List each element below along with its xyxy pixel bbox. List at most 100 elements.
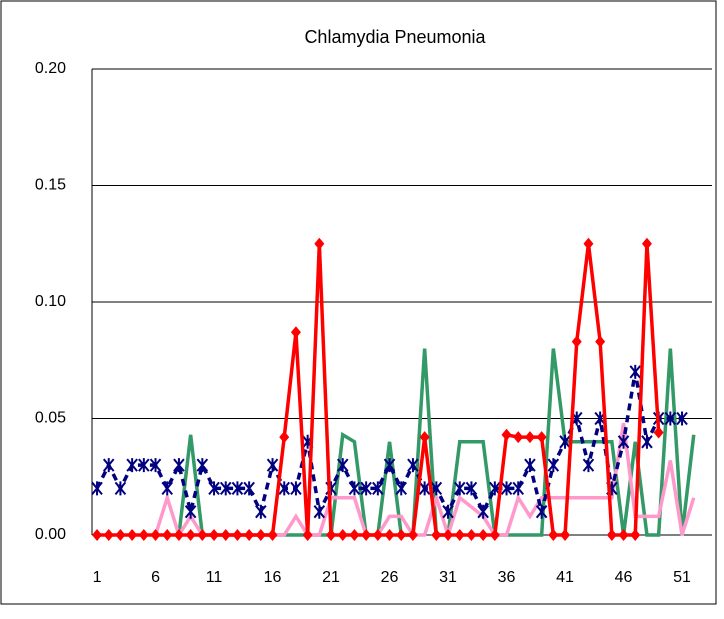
diamond-marker [138,529,149,541]
diamond-marker [337,529,348,541]
asterisk-marker [664,411,677,426]
diamond-marker [384,529,395,541]
asterisk-marker [500,481,513,496]
x-tick-label: 21 [322,569,340,586]
chart-title: Chlamydia Pneumonia [304,27,486,47]
diamond-marker [443,529,454,541]
asterisk-marker [102,458,115,473]
diamond-marker [606,529,617,541]
diamond-marker [501,428,512,441]
asterisk-marker [336,458,349,473]
diamond-marker [407,529,418,541]
asterisk-marker [629,364,642,379]
x-tick-label: 6 [151,569,160,586]
diamond-marker [173,529,184,541]
diamond-marker [630,529,641,541]
diamond-marker [232,529,243,541]
asterisk-marker [266,458,279,473]
y-tick-label: 0.20 [35,60,66,77]
x-tick-label: 1 [93,569,102,586]
diamond-marker [209,529,220,541]
diamond-marker [115,529,126,541]
diamond-marker [466,529,477,541]
asterisk-marker [149,458,162,473]
asterisk-marker [173,458,185,473]
diamond-marker [536,431,547,444]
asterisk-marker [138,458,150,473]
diamond-marker [524,431,535,444]
diamond-marker [595,335,606,348]
diamond-marker [431,529,442,541]
asterisk-marker [477,504,489,519]
asterisk-marker [231,481,244,496]
asterisk-marker [383,458,396,473]
x-tick-label: 16 [264,569,282,586]
diamond-marker [349,529,360,541]
asterisk-marker [372,481,384,496]
diamond-marker [548,529,559,541]
diamond-marker [489,529,500,541]
asterisk-marker [617,434,630,449]
diamond-marker [302,529,313,541]
asterisk-marker [524,458,536,473]
x-tick-label: 26 [381,569,399,586]
asterisk-marker [290,481,302,496]
asterisk-marker [243,481,255,496]
diamond-marker [127,529,138,541]
asterisk-marker [278,481,291,496]
y-tick-label: 0.05 [35,410,66,427]
diamond-marker [92,529,103,541]
asterisk-marker [442,504,454,519]
asterisk-marker [91,481,103,496]
diamond-marker [244,529,255,541]
x-tick-label: 41 [556,569,574,586]
asterisk-marker [219,481,232,496]
asterisk-marker [208,481,220,496]
diamond-marker [372,529,383,541]
asterisk-marker [418,481,431,496]
asterisk-marker [559,434,571,449]
diamond-marker [314,237,325,250]
diamond-marker [103,529,114,541]
diamond-marker [361,529,372,541]
asterisk-marker [465,481,478,496]
diamond-marker [290,326,301,339]
diamond-marker [197,529,208,541]
asterisk-marker [255,504,267,519]
diamond-marker [618,529,629,541]
y-tick-label: 0.00 [35,526,66,543]
diamond-marker [279,431,290,444]
diamond-marker [583,237,594,250]
y-tick-label: 0.10 [35,293,66,310]
x-tick-label: 51 [673,569,691,586]
diamond-marker [641,237,652,250]
x-tick-label: 46 [615,569,633,586]
asterisk-marker [196,458,209,473]
y-tick-label: 0.15 [35,177,66,194]
diamond-marker [326,529,337,541]
x-tick-label: 36 [498,569,516,586]
series-line [95,371,683,518]
asterisk-marker [676,411,688,426]
diamond-marker [267,529,278,541]
diamond-marker [653,426,664,439]
diamond-marker [220,529,231,541]
asterisk-marker [547,458,560,473]
asterisk-marker [453,481,466,496]
asterisk-marker [582,458,595,473]
diamond-marker [185,529,196,541]
asterisk-marker [348,481,361,496]
diamond-marker [255,529,266,541]
x-tick-label: 11 [206,569,223,586]
diamond-marker [419,431,430,444]
asterisk-marker [126,458,138,473]
diamond-marker [454,529,465,541]
asterisk-marker [161,481,174,496]
asterisk-marker [407,458,419,473]
diamond-marker [150,529,161,541]
asterisk-marker [360,481,372,496]
diamond-marker [396,529,407,541]
x-tick-label: 31 [439,569,457,586]
diamond-marker [513,431,524,444]
